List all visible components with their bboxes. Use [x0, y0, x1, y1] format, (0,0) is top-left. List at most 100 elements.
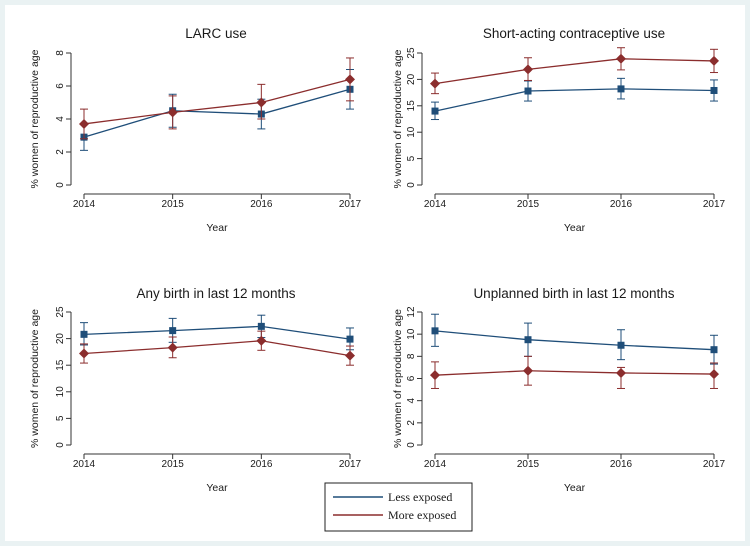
data-point: [79, 348, 89, 359]
data-point: [167, 342, 178, 353]
panel-title: LARC use: [185, 26, 247, 41]
y-tick-label: 25: [55, 306, 66, 318]
data-point: [523, 365, 533, 376]
series-line: [83, 78, 351, 125]
legend: Less exposed More exposed: [324, 482, 473, 532]
y-tick-label: 4: [55, 116, 66, 122]
data-point: [523, 64, 533, 75]
data-point: [167, 107, 178, 118]
data-point: [257, 322, 265, 330]
data-point: [617, 341, 625, 349]
series-line: [83, 340, 351, 357]
x-tick-label: 2017: [703, 459, 726, 470]
data-point: [345, 350, 355, 361]
y-axis-label: % women of reproductive age: [29, 49, 41, 188]
y-tick-label: 6: [55, 83, 66, 89]
legend-label: Less exposed: [388, 490, 452, 504]
data-point: [431, 107, 439, 115]
data-point: [345, 74, 355, 85]
x-tick-label: 2015: [162, 199, 185, 210]
data-point: [430, 370, 440, 381]
data-point: [346, 335, 354, 343]
y-tick-label: 10: [406, 328, 417, 340]
panel-short-acting: Short-acting contraceptive use 0 5 10 15 20 25…: [392, 26, 726, 234]
panel-title: Unplanned birth in last 12 months: [473, 286, 674, 301]
y-tick-label: 2: [406, 420, 417, 426]
x-axis-label: Year: [564, 482, 586, 494]
y-tick-label: 8: [406, 353, 417, 359]
data-point: [80, 330, 88, 338]
series-line: [434, 88, 715, 112]
series-more-exposed: [430, 47, 719, 95]
data-point: [256, 335, 267, 346]
data-point: [169, 327, 177, 335]
x-axis-label: Year: [206, 222, 228, 234]
data-point: [616, 53, 626, 64]
series-less-exposed: [431, 77, 718, 121]
y-tick-label: 0: [406, 442, 417, 448]
panel-larc: LARC use 0 2 4 6 8 % women of reproductive age…: [29, 26, 362, 234]
data-point: [430, 78, 440, 89]
y-axis-label: % women of reproductive age: [29, 309, 41, 448]
x-tick-label: 2016: [250, 199, 273, 210]
series-line: [83, 325, 351, 340]
data-point: [710, 86, 718, 94]
data-point: [617, 85, 625, 93]
y-tick-label: 0: [55, 182, 66, 188]
series-more-exposed: [79, 330, 355, 366]
y-tick-label: 10: [406, 126, 417, 138]
panel-any-birth: Any birth in last 12 months 0 5 10 15 20 25 % w…: [29, 286, 362, 494]
data-point: [710, 346, 718, 354]
legend-entry: More exposed: [333, 508, 456, 522]
y-tick-label: 15: [406, 100, 417, 112]
panel-unplanned-birth: Unplanned birth in last 12 months 0 2 4 6 8 10…: [392, 286, 726, 494]
legend-box: [324, 482, 473, 532]
y-tick-label: 20: [406, 73, 417, 85]
data-point: [79, 118, 89, 129]
y-tick-label: 6: [406, 375, 417, 381]
series-line: [434, 58, 715, 85]
x-tick-label: 2015: [517, 199, 540, 210]
y-tick-label: 5: [55, 415, 66, 421]
y-tick-label: 12: [406, 306, 417, 318]
data-point: [256, 97, 267, 108]
series-more-exposed: [79, 57, 355, 140]
y-tick-label: 2: [55, 149, 66, 155]
x-tick-label: 2017: [339, 199, 362, 210]
panel-title: Any birth in last 12 months: [136, 286, 295, 301]
x-axis-label: Year: [206, 482, 228, 494]
y-tick-label: 20: [55, 333, 66, 345]
y-tick-label: 4: [406, 397, 417, 403]
y-tick-label: 15: [55, 359, 66, 371]
data-point: [524, 87, 532, 95]
series-line: [434, 370, 715, 376]
x-tick-label: 2015: [517, 459, 540, 470]
x-tick-label: 2016: [250, 459, 273, 470]
x-tick-label: 2016: [610, 459, 633, 470]
data-point: [709, 369, 719, 380]
y-tick-label: 10: [55, 386, 66, 398]
figure: LARC use 0 2 4 6 8% women of reproductive age…: [5, 5, 745, 541]
x-tick-label: 2017: [339, 459, 362, 470]
y-tick-label: 25: [406, 47, 417, 59]
y-tick-label: 0: [55, 442, 66, 448]
x-tick-label: 2014: [73, 199, 96, 210]
y-tick-label: 5: [406, 155, 417, 161]
series-less-exposed: [80, 69, 354, 151]
y-tick-label: 0: [406, 182, 417, 188]
series-less-exposed: [431, 313, 718, 365]
data-point: [524, 336, 532, 344]
series-line: [434, 330, 715, 351]
x-tick-label: 2014: [73, 459, 96, 470]
panel-title: Short-acting contraceptive use: [483, 26, 665, 41]
x-tick-label: 2016: [610, 199, 633, 210]
data-point: [709, 55, 719, 66]
y-axis-label: % women of reproductive age: [392, 309, 404, 448]
x-tick-label: 2017: [703, 199, 726, 210]
x-axis-label: Year: [564, 222, 586, 234]
y-axis-label: % women of reproductive age: [392, 49, 404, 188]
y-tick-label: 8: [55, 50, 66, 56]
legend-label: More exposed: [388, 508, 456, 522]
x-tick-label: 2014: [424, 459, 447, 470]
